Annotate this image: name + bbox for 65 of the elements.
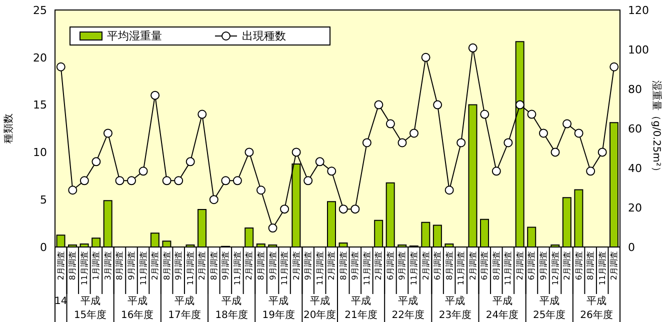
x-tick-label: 8月調査 [586, 251, 596, 280]
x-tick-label: 11月調査 [410, 251, 419, 286]
x-tick-label: 6月調査 [527, 251, 536, 280]
x-tick-label: 6月調査 [480, 251, 490, 280]
y2-tick-label: 100 [628, 43, 649, 56]
legend-label: 平均湿重量 [107, 30, 162, 42]
x-tick-label: 2月調査 [327, 251, 336, 280]
y2-tick-label: 20 [628, 201, 642, 214]
legend-label: 出現種数 [242, 30, 286, 42]
x-tick-label: 6月調査 [386, 251, 395, 280]
x-tick-label: 11月調査 [280, 251, 290, 286]
y-tick-label: 5 [40, 194, 47, 207]
x-tick-label: 11月調査 [186, 251, 195, 286]
x-tick-label: 9月調査 [350, 251, 360, 280]
x-tick-label: 2月調査 [198, 251, 207, 280]
x-tick-label: 6月調査 [574, 251, 584, 280]
x-tick-label: 2月調査 [610, 251, 619, 280]
x-tick-label: 9月調査 [398, 251, 407, 280]
x-tick-label: 8月調査 [68, 251, 78, 280]
y2-tick-label: 120 [628, 4, 649, 17]
x-tick-label: 11月調査 [504, 251, 513, 286]
x-tick-label: 12月調査 [550, 251, 560, 286]
x-tick-label: 2月調査 [292, 251, 301, 280]
x-tick-label: 2月調査 [562, 251, 572, 280]
y2-tick-label: 80 [628, 82, 642, 96]
x-tick-label: 11月調査 [232, 251, 242, 286]
x-tick-label: 2月調査 [468, 251, 478, 280]
x-tick-label: 8月調査 [492, 251, 501, 280]
x-tick-label: 9月調査 [538, 251, 548, 280]
y2-tick-label: 60 [628, 122, 642, 136]
x-tick-label: 8月調査 [115, 251, 124, 280]
x-tick-label: 8月調査 [162, 251, 172, 280]
x-tick-label: 9月調査 [127, 251, 136, 280]
y-tick-label: 10 [33, 146, 47, 160]
y2-axis-title: 湿重量（g/0.25m²） [650, 80, 662, 176]
x-tick-label: 3月調査 [103, 251, 112, 280]
x-tick-label: 9月調査 [221, 251, 230, 280]
x-tick-label: 2月調査 [374, 251, 384, 280]
x-tick-label: 1月調査 [92, 251, 101, 280]
x-tick-label: 2月調査 [150, 251, 160, 280]
x-tick-label: 11月調査 [315, 251, 324, 286]
x-tick-label: 6月調査 [433, 251, 442, 280]
y-tick-label: 25 [33, 4, 47, 17]
x-tick-label: 2月調査 [515, 251, 524, 280]
x-tick-label: 9月調査 [304, 251, 313, 280]
x-tick-label: 8月調査 [444, 251, 454, 280]
x-tick-label: 11月調査 [598, 251, 607, 286]
x-tick-label: 2月調査 [56, 251, 66, 280]
x-tick-label: 8月調査 [338, 251, 348, 280]
x-tick-label: 2月調査 [421, 251, 430, 280]
x-tick-label: 11月調査 [362, 251, 372, 286]
x-tick-label: 2月調査 [244, 251, 254, 280]
x-tick-label: 11月調査 [456, 251, 466, 286]
x-tick-label: 11月調査 [138, 251, 148, 286]
x-tick-label: 9月調査 [174, 251, 184, 280]
y-tick-label: 0 [40, 240, 47, 254]
x-tick-label: 11月調査 [80, 251, 89, 286]
y-axis-title: 種類数 [2, 114, 15, 144]
y-tick-label: 15 [33, 98, 47, 112]
y2-tick-label: 40 [628, 162, 642, 175]
y-tick-label: 20 [33, 51, 47, 64]
x-tick-label: 9月調査 [268, 251, 278, 280]
x-tick-label: 8月調査 [256, 251, 266, 280]
y2-tick-label: 0 [628, 240, 635, 254]
x-tick-label: 8月調査 [209, 251, 218, 280]
